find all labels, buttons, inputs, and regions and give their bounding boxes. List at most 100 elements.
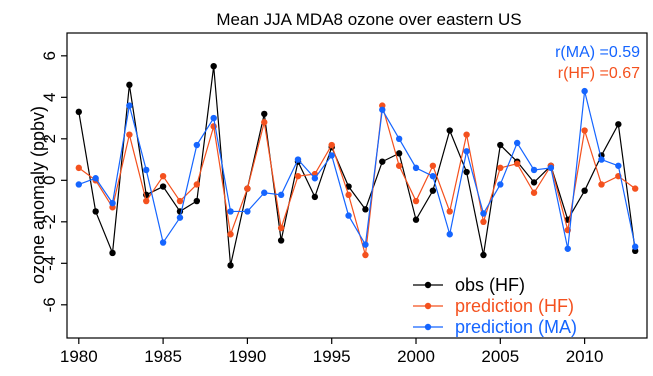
legend-marker-prediction-hf [424, 302, 432, 310]
legend-entry-prediction-hf: prediction (HF) [413, 296, 574, 316]
data-point-prediction-ma [480, 210, 487, 217]
data-point-prediction-ma [429, 172, 437, 180]
data-point-prediction-hf [362, 251, 369, 259]
data-point-prediction-hf [143, 197, 150, 205]
x-tick-label: 1990 [228, 347, 266, 366]
data-point-prediction-ma [631, 243, 639, 250]
data-point-prediction-ma [598, 156, 605, 163]
data-point-obs-hf [345, 183, 352, 190]
data-point-prediction-hf [227, 231, 234, 238]
data-point-obs-hf [530, 179, 538, 186]
data-point-prediction-hf [446, 208, 453, 215]
data-point-prediction-ma [547, 164, 555, 172]
data-point-prediction-hf [581, 127, 588, 134]
data-point-obs-hf [615, 121, 622, 128]
data-point-obs-hf [109, 249, 116, 257]
data-point-prediction-ma [193, 141, 201, 149]
data-point-obs-hf [429, 187, 437, 194]
data-point-prediction-ma [497, 181, 504, 188]
data-point-prediction-hf [261, 119, 268, 126]
data-point-obs-hf [379, 158, 386, 165]
legend-marker-obs-hf [424, 281, 432, 289]
x-tick-label: 2010 [566, 347, 604, 366]
x-tick-label: 1995 [313, 347, 351, 366]
data-point-prediction-hf [412, 197, 420, 205]
y-tick-label: -2 [40, 214, 59, 229]
data-point-prediction-hf [159, 172, 167, 180]
x-tick-label: 1985 [144, 347, 182, 366]
data-point-obs-hf [277, 237, 285, 244]
data-point-prediction-ma [311, 175, 319, 182]
data-point-obs-hf [92, 208, 99, 215]
data-point-prediction-hf [429, 162, 437, 169]
data-point-prediction-ma [294, 156, 302, 163]
data-point-obs-hf [497, 141, 504, 149]
data-point-prediction-hf [463, 131, 470, 138]
legend: obs (HF) prediction (HF) prediction (MA) [413, 275, 577, 337]
chart-title: Mean JJA MDA8 ozone over eastern US [216, 10, 521, 29]
data-point-prediction-ma [109, 199, 116, 207]
data-point-obs-hf [227, 262, 234, 269]
data-point-prediction-hf [75, 164, 83, 172]
legend-label-obs-hf: obs (HF) [455, 275, 525, 295]
legend-label-prediction-hf: prediction (HF) [455, 296, 574, 316]
legend-marker-prediction-ma [424, 323, 432, 331]
data-point-prediction-ma [261, 189, 268, 196]
data-point-obs-hf [362, 206, 369, 213]
data-point-prediction-ma [75, 181, 83, 188]
data-point-prediction-hf [395, 162, 403, 169]
data-point-obs-hf [581, 187, 588, 194]
data-point-prediction-hf [244, 185, 251, 192]
x-axis: 1980 1985 1990 1995 2000 2005 2010 [60, 338, 604, 366]
data-point-prediction-ma [395, 135, 403, 143]
data-point-obs-hf [159, 183, 167, 190]
data-point-obs-hf [75, 108, 83, 116]
y-tick-label: -4 [40, 256, 59, 271]
y-axis-label: ozone anomaly (ppbv) [28, 106, 48, 284]
legend-entry-prediction-ma: prediction (MA) [413, 317, 577, 337]
annotation-r-ma: r(MA) =0.59 [555, 44, 640, 61]
data-point-prediction-ma [126, 102, 133, 109]
data-point-prediction-ma [92, 175, 99, 182]
data-point-obs-hf [193, 197, 201, 205]
data-point-prediction-ma [176, 214, 184, 221]
data-point-prediction-hf [530, 189, 538, 196]
data-point-prediction-ma [277, 191, 285, 199]
data-point-obs-hf [480, 251, 487, 259]
data-point-prediction-ma [513, 139, 521, 147]
data-point-obs-hf [446, 127, 453, 134]
data-point-prediction-ma [328, 152, 335, 159]
legend-entry-obs-hf: obs (HF) [413, 275, 525, 295]
data-point-prediction-ma [463, 148, 470, 155]
y-axis: -6 -4 -2 0 2 4 6 [40, 51, 67, 312]
data-point-prediction-ma [379, 106, 386, 113]
data-point-obs-hf [463, 168, 470, 176]
data-point-prediction-hf [126, 131, 133, 138]
data-point-prediction-ma [412, 164, 420, 172]
data-point-prediction-ma [564, 245, 571, 252]
annotation-r-hf: r(HF) =0.67 [558, 65, 640, 82]
data-point-prediction-hf [294, 172, 302, 180]
series-layer [75, 62, 639, 269]
data-point-prediction-hf [480, 218, 487, 226]
series-line-obs-hf [78, 66, 636, 266]
data-point-prediction-hf [277, 224, 285, 232]
data-point-prediction-hf [328, 141, 335, 149]
data-point-obs-hf [412, 216, 420, 223]
data-point-prediction-hf [631, 185, 639, 192]
data-point-prediction-hf [193, 181, 201, 188]
plot-frame [66, 32, 648, 339]
y-tick-label: 0 [40, 176, 59, 185]
data-point-prediction-ma [345, 212, 352, 219]
data-point-prediction-ma [615, 162, 622, 169]
x-tick-label: 2000 [397, 347, 435, 366]
data-point-prediction-ma [581, 87, 588, 95]
x-tick-label: 2005 [481, 347, 519, 366]
data-point-prediction-hf [497, 164, 504, 172]
data-point-obs-hf [311, 193, 319, 201]
data-point-prediction-ma [244, 208, 251, 215]
data-point-obs-hf [261, 110, 268, 118]
y-tick-label: 4 [40, 93, 59, 102]
